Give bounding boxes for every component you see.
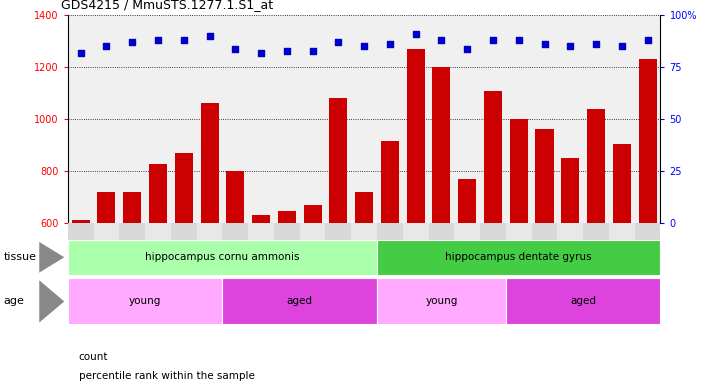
Bar: [583, 223, 609, 240]
Bar: [223, 278, 377, 324]
Bar: [351, 223, 377, 240]
Bar: [355, 192, 373, 378]
Bar: [458, 179, 476, 378]
Bar: [68, 223, 94, 240]
Text: hippocampus dentate gyrus: hippocampus dentate gyrus: [446, 252, 592, 262]
Bar: [175, 153, 193, 378]
Text: GDS4215 / MmuSTS.1277.1.S1_at: GDS4215 / MmuSTS.1277.1.S1_at: [61, 0, 273, 12]
Bar: [381, 141, 399, 378]
Point: [384, 41, 396, 48]
Point: [152, 37, 164, 43]
Point: [436, 37, 447, 43]
Point: [75, 50, 86, 56]
Polygon shape: [39, 280, 64, 323]
Bar: [638, 60, 657, 378]
Point: [616, 43, 628, 50]
Bar: [428, 223, 454, 240]
Text: age: age: [4, 296, 24, 306]
Bar: [454, 223, 480, 240]
Bar: [510, 119, 528, 378]
Bar: [252, 215, 270, 378]
Bar: [480, 223, 506, 240]
Bar: [558, 223, 583, 240]
Point: [256, 50, 267, 56]
Point: [461, 45, 473, 51]
Bar: [145, 223, 171, 240]
Bar: [613, 144, 630, 378]
Text: aged: aged: [570, 296, 596, 306]
Point: [126, 39, 138, 45]
Text: count: count: [79, 352, 108, 362]
Bar: [248, 223, 274, 240]
Text: young: young: [129, 296, 161, 306]
Bar: [329, 98, 348, 378]
Point: [203, 33, 215, 39]
Text: hippocampus cornu ammonis: hippocampus cornu ammonis: [145, 252, 300, 262]
Bar: [326, 223, 351, 240]
Bar: [97, 192, 116, 378]
Bar: [300, 223, 326, 240]
Bar: [377, 278, 506, 324]
Point: [590, 41, 602, 48]
Point: [230, 45, 241, 51]
Bar: [635, 223, 660, 240]
Bar: [403, 223, 428, 240]
Text: young: young: [426, 296, 458, 306]
Bar: [278, 211, 296, 378]
Polygon shape: [39, 242, 64, 273]
Bar: [68, 240, 377, 275]
Point: [281, 48, 293, 54]
Bar: [201, 103, 218, 378]
Bar: [506, 223, 532, 240]
Bar: [536, 129, 553, 378]
Bar: [609, 223, 635, 240]
Bar: [407, 49, 425, 378]
Point: [358, 43, 370, 50]
Bar: [119, 223, 145, 240]
Point: [513, 37, 525, 43]
Bar: [196, 223, 223, 240]
Bar: [94, 223, 119, 240]
Bar: [377, 240, 660, 275]
Bar: [149, 164, 167, 378]
Bar: [377, 223, 403, 240]
Point: [178, 37, 189, 43]
Point: [539, 41, 550, 48]
Text: aged: aged: [287, 296, 313, 306]
Bar: [171, 223, 196, 240]
Point: [333, 39, 344, 45]
Bar: [274, 223, 300, 240]
Bar: [124, 192, 141, 378]
Bar: [561, 158, 579, 378]
Point: [642, 37, 653, 43]
Point: [565, 43, 576, 50]
Bar: [506, 278, 660, 324]
Bar: [223, 223, 248, 240]
Bar: [433, 67, 451, 378]
Bar: [226, 171, 244, 378]
Bar: [303, 205, 321, 378]
Text: tissue: tissue: [4, 252, 36, 262]
Text: percentile rank within the sample: percentile rank within the sample: [79, 371, 254, 381]
Bar: [71, 220, 90, 378]
Point: [307, 48, 318, 54]
Point: [487, 37, 498, 43]
Point: [101, 43, 112, 50]
Bar: [68, 278, 223, 324]
Bar: [484, 91, 502, 378]
Bar: [587, 109, 605, 378]
Bar: [532, 223, 558, 240]
Point: [410, 31, 421, 37]
